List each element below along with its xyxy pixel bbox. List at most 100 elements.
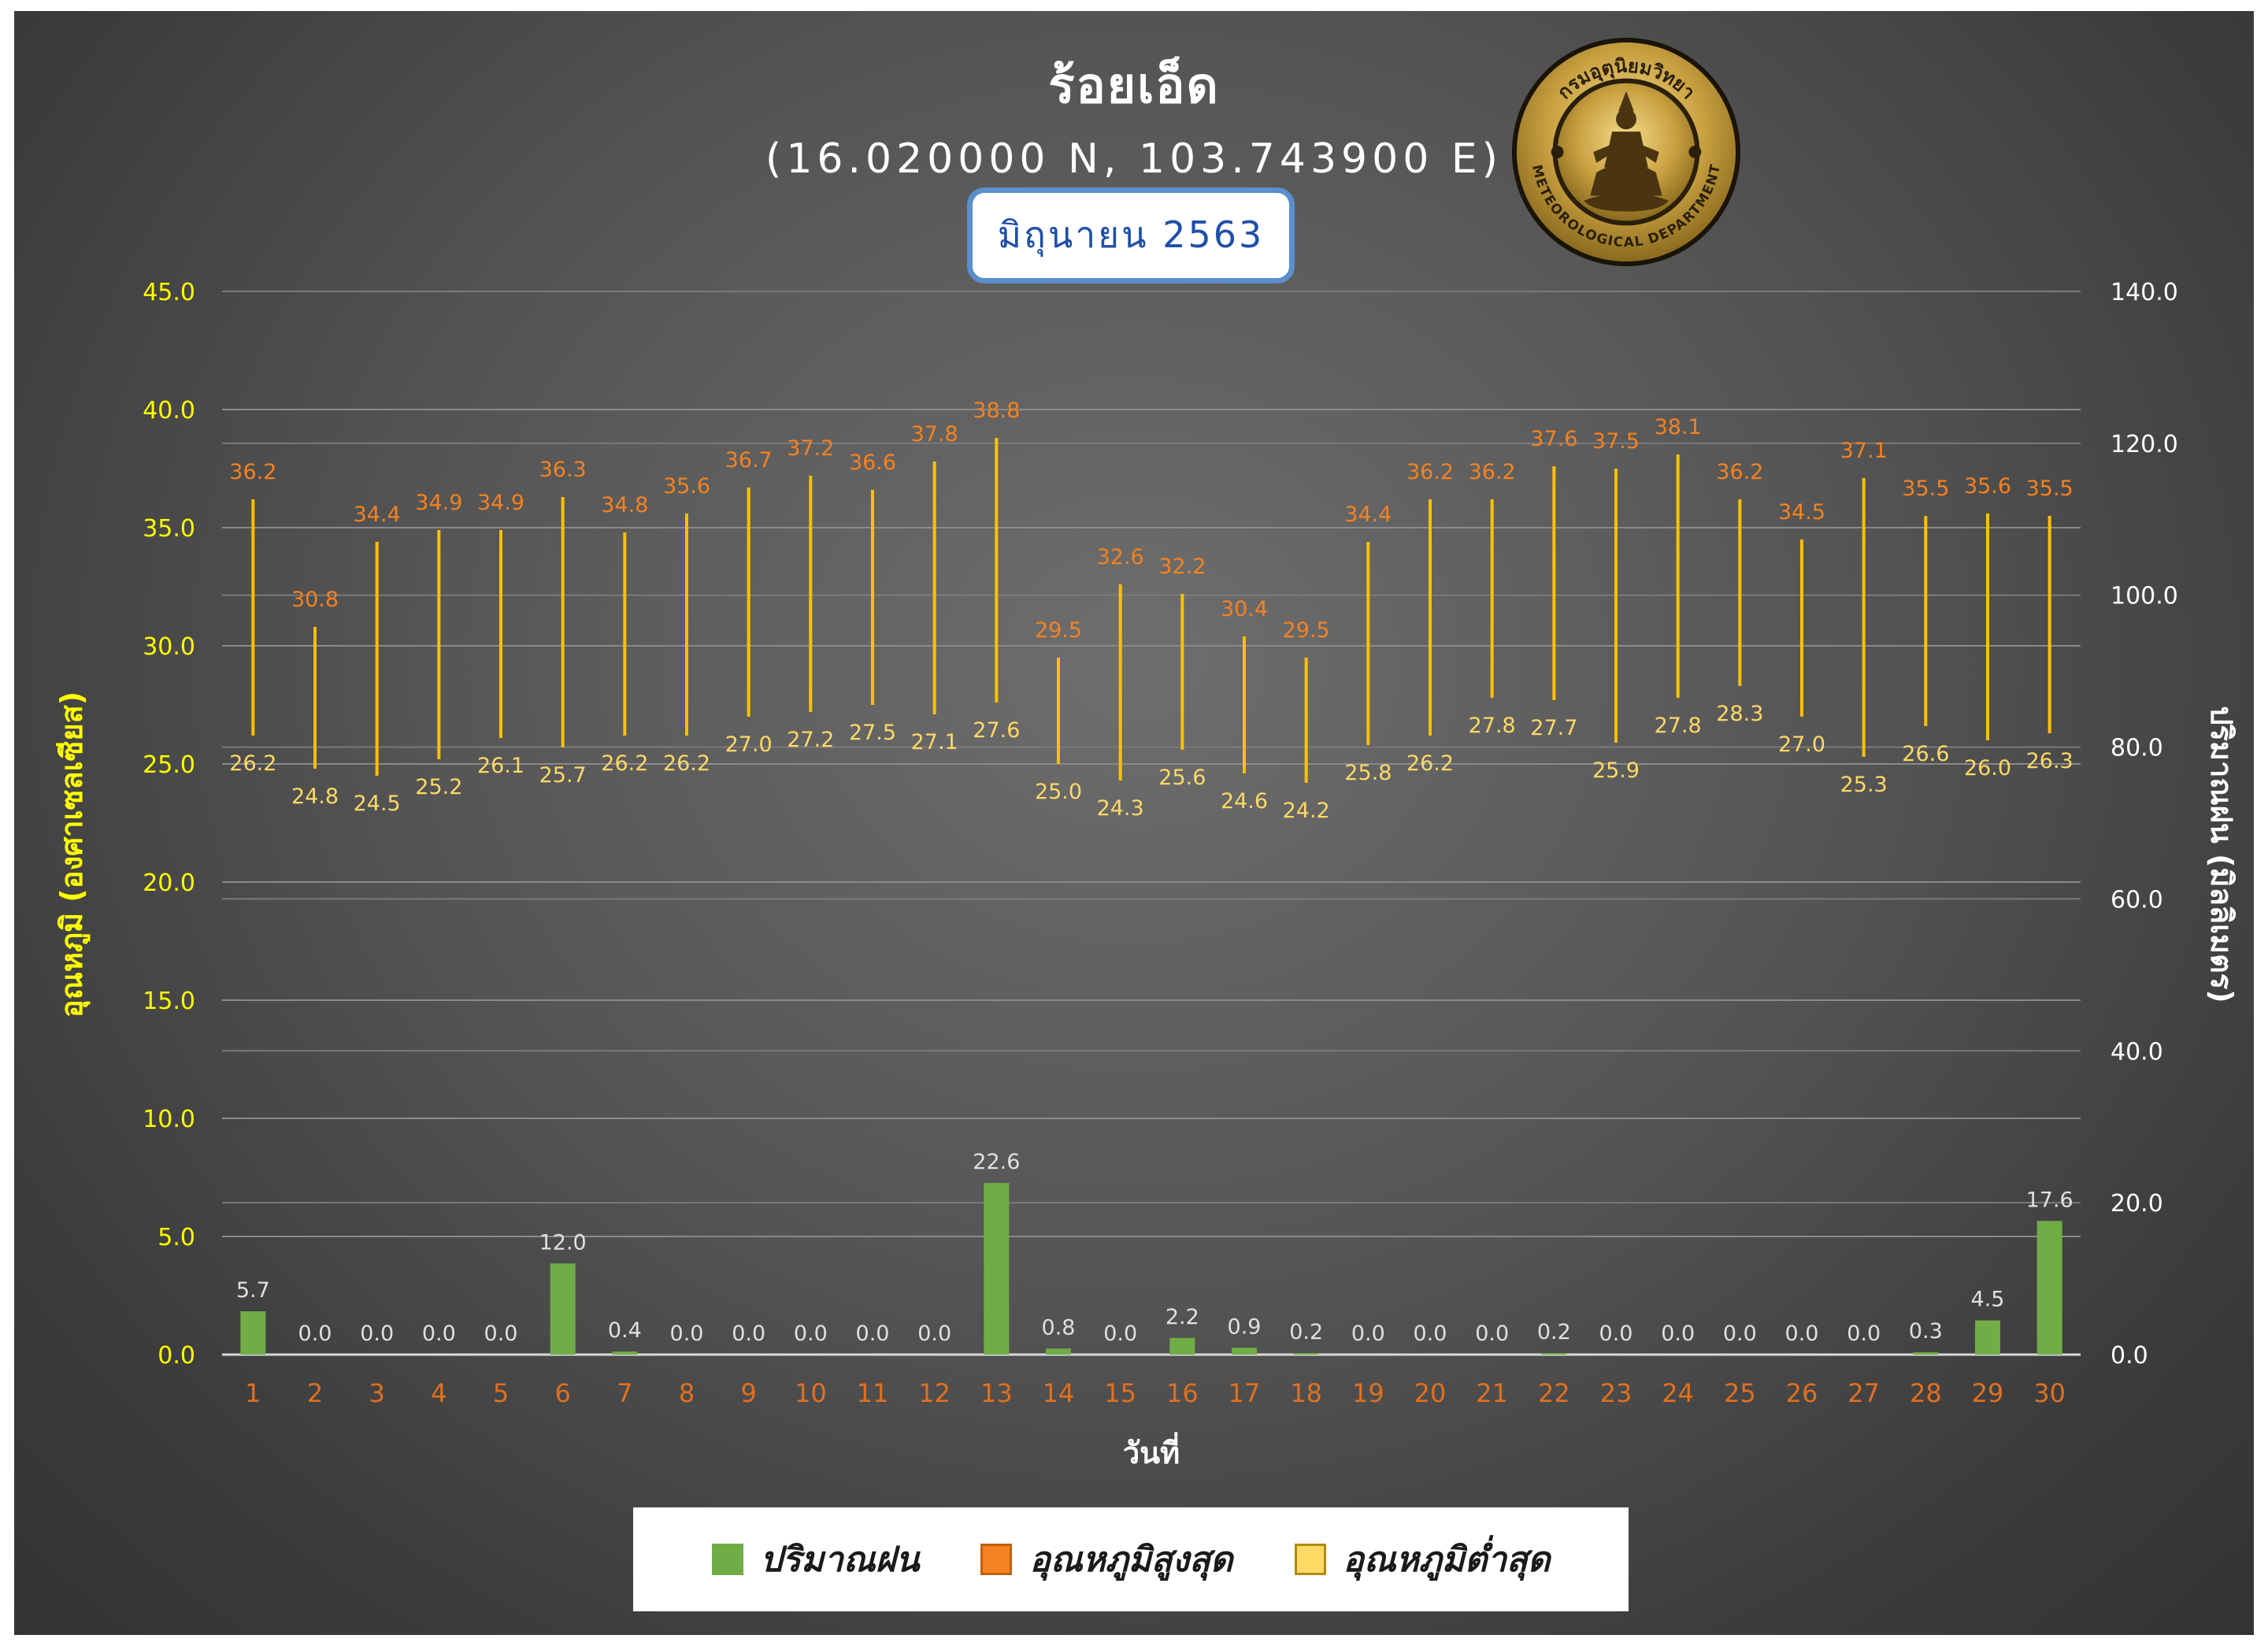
- x-tick-label: 2: [307, 1378, 323, 1408]
- rain-value-label: 0.0: [1661, 1322, 1695, 1346]
- rain-bar: [1232, 1348, 1257, 1355]
- rain-value-label: 22.6: [973, 1150, 1020, 1174]
- min-temp-label: 24.2: [1283, 799, 1330, 823]
- max-temp-label: 29.5: [1283, 618, 1330, 643]
- x-tick-label: 25: [1724, 1378, 1756, 1408]
- min-temp-label: 26.6: [1902, 742, 1949, 766]
- legend-item-min-temp: อุณหภูมิต่ำสุด: [1294, 1532, 1550, 1587]
- rain-value-label: 0.8: [1042, 1315, 1076, 1340]
- min-temp-label: 27.7: [1530, 716, 1577, 740]
- rain-bar: [550, 1263, 576, 1355]
- max-temp-label: 38.1: [1655, 415, 1702, 439]
- x-tick-label: 18: [1290, 1378, 1322, 1408]
- y-right-tick-label: 140.0: [2110, 279, 2178, 306]
- rain-value-label: 0.0: [1475, 1322, 1509, 1346]
- max-temp-label: 36.6: [849, 450, 896, 475]
- min-temp-label: 26.1: [477, 754, 524, 778]
- min-temp-label: 27.8: [1655, 714, 1702, 738]
- max-temp-label: 37.8: [911, 422, 958, 447]
- max-temp-label: 34.9: [415, 491, 462, 515]
- legend-swatch-max-temp: [980, 1544, 1013, 1575]
- max-temp-label: 30.4: [1221, 597, 1268, 621]
- rain-value-label: 0.0: [856, 1322, 890, 1346]
- x-tick-label: 14: [1043, 1378, 1075, 1408]
- legend-label-max-temp: อุณหภูมิสูงสุด: [1029, 1540, 1233, 1580]
- rain-bar: [984, 1183, 1010, 1355]
- rain-value-label: 0.0: [360, 1322, 394, 1346]
- x-axis-title: วันที่: [1123, 1432, 1180, 1470]
- y-right-tick-label: 100.0: [2110, 583, 2178, 610]
- min-temp-label: 25.3: [1840, 773, 1888, 797]
- legend-label-rain: ปริมาณฝน: [760, 1540, 920, 1580]
- y-left-tick-label: 5.0: [158, 1224, 195, 1251]
- max-temp-label: 36.2: [1716, 460, 1763, 484]
- rain-value-label: 5.7: [236, 1278, 270, 1303]
- legend-item-max-temp: อุณหภูมิสูงสุด: [980, 1532, 1233, 1587]
- min-temp-label: 26.2: [601, 751, 648, 776]
- x-tick-label: 11: [857, 1378, 889, 1408]
- x-tick-label: 12: [918, 1378, 951, 1408]
- axes: 0.05.010.015.020.025.030.035.040.045.00.…: [54, 279, 2239, 1470]
- min-temp-label: 24.6: [1221, 789, 1268, 814]
- min-temp-label: 27.8: [1469, 714, 1516, 738]
- min-temp-label: 27.0: [725, 732, 773, 757]
- legend-swatch-min-temp: [1294, 1544, 1326, 1575]
- rain-value-label: 0.0: [484, 1322, 518, 1346]
- y-right-axis-title: ปริมาณฝน (มิลลิเมตร): [2204, 706, 2239, 1003]
- x-tick-label: 13: [980, 1378, 1013, 1408]
- rain-value-label: 2.2: [1166, 1305, 1199, 1329]
- x-tick-label: 7: [617, 1378, 632, 1408]
- y-left-tick-label: 25.0: [143, 751, 195, 779]
- y-left-tick-label: 35.0: [143, 515, 195, 543]
- min-temp-label: 24.5: [354, 791, 401, 816]
- min-temp-label: 25.2: [415, 775, 462, 799]
- max-temp-label: 36.2: [1469, 460, 1516, 484]
- rain-bar: [2036, 1221, 2062, 1355]
- rain-bar: [1913, 1352, 1939, 1355]
- x-tick-label: 27: [1847, 1378, 1880, 1408]
- y-right-tick-label: 20.0: [2110, 1190, 2163, 1218]
- y-left-tick-label: 20.0: [143, 869, 195, 897]
- legend-item-rain: ปริมาณฝน: [711, 1532, 920, 1587]
- min-temp-label: 27.2: [787, 728, 834, 752]
- rain-bar: [1293, 1353, 1319, 1355]
- x-tick-label: 8: [679, 1378, 695, 1408]
- max-temp-label: 35.6: [1964, 474, 2011, 499]
- min-temp-label: 26.2: [663, 751, 710, 776]
- rain-value-label: 0.0: [917, 1322, 951, 1346]
- rain-bar: [1046, 1348, 1071, 1355]
- min-temp-label: 24.3: [1097, 796, 1144, 821]
- max-temp-label: 36.3: [539, 458, 587, 482]
- rain-bar: [1541, 1353, 1567, 1355]
- x-tick-label: 22: [1538, 1378, 1570, 1408]
- min-temp-label: 27.5: [849, 721, 896, 745]
- x-tick-label: 24: [1662, 1378, 1694, 1408]
- min-temp-label: 28.3: [1716, 702, 1763, 726]
- max-temp-label: 34.4: [354, 502, 401, 527]
- max-temp-label: 36.2: [1406, 460, 1454, 484]
- min-temp-label: 26.0: [1964, 756, 2011, 780]
- rain-value-label: 0.4: [608, 1318, 642, 1343]
- max-temp-label: 32.6: [1097, 545, 1144, 569]
- rain-value-label: 4.5: [1971, 1288, 2005, 1312]
- x-tick-label: 19: [1352, 1378, 1384, 1408]
- x-tick-label: 9: [740, 1378, 756, 1408]
- y-right-tick-label: 120.0: [2110, 431, 2178, 458]
- data-labels: 5.7 0.0 0.0 0.0 0.0 12.0 0.4 0.0 0.0 0.0 0.0 0.0 22.…: [229, 399, 2073, 1346]
- rain-value-label: 0.2: [1289, 1320, 1323, 1344]
- x-tick-label: 15: [1104, 1378, 1136, 1408]
- rain-bar: [612, 1351, 638, 1355]
- x-tick-label: 5: [493, 1378, 509, 1408]
- legend: ปริมาณฝน อุณหภูมิสูงสุด อุณหภูมิต่ำสุด: [633, 1507, 1629, 1611]
- rain-value-label: 0.0: [1414, 1322, 1447, 1346]
- y-left-tick-label: 15.0: [143, 988, 195, 1015]
- x-tick-label: 4: [431, 1378, 447, 1408]
- x-tick-label: 23: [1600, 1378, 1632, 1408]
- max-temp-label: 32.2: [1158, 554, 1206, 579]
- max-temp-label: 34.5: [1778, 500, 1825, 525]
- rain-value-label: 0.0: [1103, 1322, 1137, 1346]
- rain-value-label: 0.0: [1785, 1322, 1819, 1346]
- y-right-tick-label: 60.0: [2110, 886, 2163, 914]
- min-temp-label: 26.2: [229, 751, 276, 776]
- y-left-axis-title: อุณหภูมิ (องศาเซลเซียส): [54, 691, 91, 1018]
